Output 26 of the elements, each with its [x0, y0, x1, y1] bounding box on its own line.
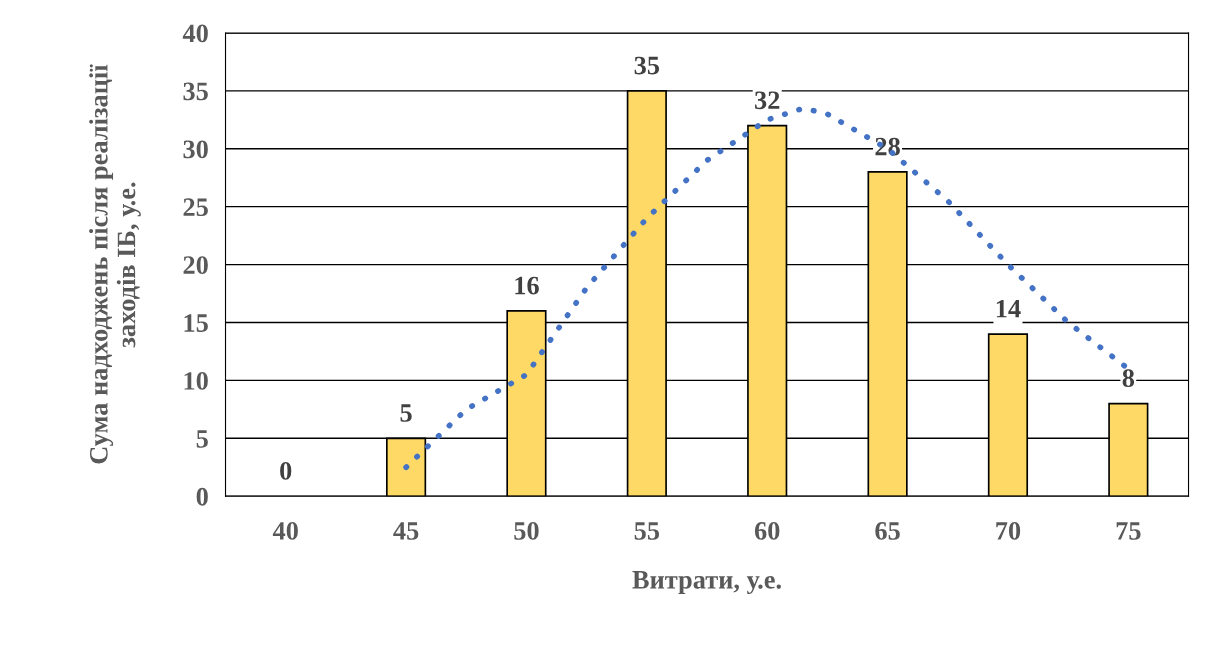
data-label: 16 — [515, 276, 539, 295]
x-tick-label: 70 — [996, 521, 1021, 540]
y-tick-label: 15 — [184, 314, 208, 332]
x-tick-label: 45 — [393, 522, 419, 540]
x-tick-label: 40 — [272, 521, 298, 540]
y-tick-label: 40 — [182, 24, 208, 43]
x-tick-label: 55 — [634, 522, 660, 540]
y-tick-label: 5 — [196, 430, 208, 448]
data-label: 0 — [280, 461, 292, 480]
data-label: 35 — [634, 56, 660, 75]
data-label: 8 — [1122, 369, 1135, 388]
data-label: 14 — [996, 299, 1021, 318]
x-tick-label: 75 — [1116, 522, 1141, 540]
y-tick-label: 25 — [183, 198, 208, 217]
y-tick-label: 0 — [196, 487, 208, 506]
x-tick-label: 50 — [514, 521, 539, 540]
y-tick-label: 10 — [184, 372, 208, 390]
x-axis-title: Витрати, у.е. — [632, 571, 781, 595]
data-label: 32 — [755, 91, 780, 110]
y-tick-label: 20 — [183, 256, 208, 274]
x-tick-label: 65 — [875, 522, 900, 540]
y-tick-label: 35 — [183, 82, 208, 101]
y-tick-label: 30 — [183, 140, 208, 159]
y-axis-title: Сума надходжень після реалізації заходів ІБ, у.е. — [89, 64, 141, 464]
x-tick-label: 60 — [754, 521, 780, 540]
data-label: 5 — [400, 404, 412, 422]
